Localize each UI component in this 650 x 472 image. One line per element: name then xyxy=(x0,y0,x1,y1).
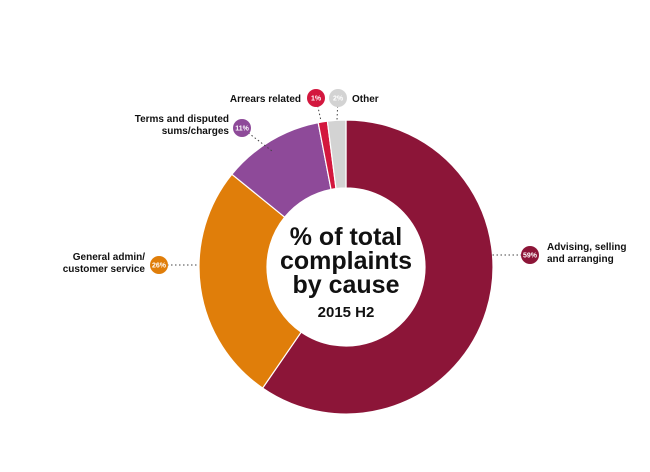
value-label-general-admin: 26% xyxy=(152,263,167,270)
category-label-advising-selling: Advising, selling and arranging xyxy=(547,242,626,265)
value-badge-general-admin xyxy=(150,256,168,274)
category-label-other: Other xyxy=(352,94,379,105)
center-title-line-1: % of total xyxy=(290,223,403,251)
center-subtitle: 2015 H2 xyxy=(318,304,375,321)
value-badge-terms-disputed xyxy=(233,119,251,137)
slice-general-admin xyxy=(198,173,303,389)
center-title-line-3: by cause xyxy=(292,271,399,299)
center-title-line-2: complaints xyxy=(280,247,412,275)
callouts-layer: 59% Advising, selling and arranging 26% Gene… xyxy=(63,89,626,275)
value-badge-other xyxy=(329,89,347,107)
center-title: % of total complaints by cause 2015 H2 xyxy=(280,223,412,321)
value-badge-advising-selling xyxy=(521,246,539,264)
value-label-other: 2% xyxy=(333,96,344,103)
category-label-arrears-related: Arrears related xyxy=(230,94,301,105)
slice-advising-selling xyxy=(261,119,494,415)
category-label-terms-disputed: Terms and disputed sums/charges xyxy=(135,114,230,137)
value-label-advising-selling: 59% xyxy=(523,253,538,260)
value-label-terms-disputed: 11% xyxy=(235,126,249,133)
value-label-arrears-related: 1% xyxy=(311,96,322,103)
category-label-general-admin: General admin/customer service xyxy=(63,252,146,275)
value-badge-arrears-related xyxy=(307,89,325,107)
slices-layer xyxy=(198,119,494,415)
slice-other xyxy=(326,119,347,190)
